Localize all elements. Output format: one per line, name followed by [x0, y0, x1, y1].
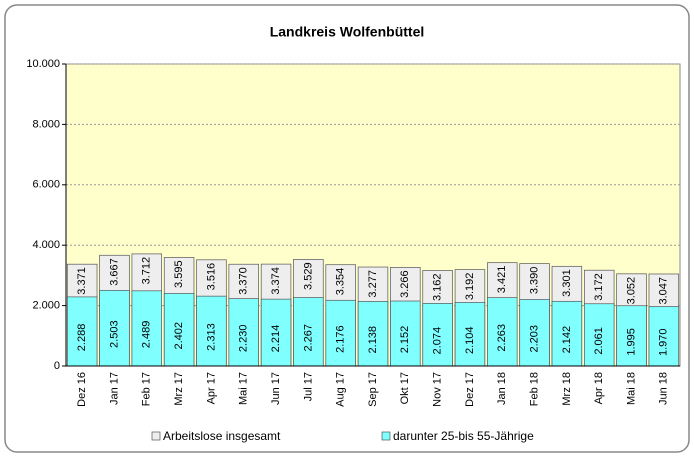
value-label: 2.138: [367, 326, 379, 354]
value-label: 3.192: [464, 273, 476, 301]
value-label: 3.529: [302, 262, 314, 290]
x-tick-label: Feb 18: [528, 372, 540, 406]
value-label: 2.061: [593, 327, 605, 355]
value-label: 2.152: [399, 326, 411, 354]
value-label: 2.489: [141, 321, 153, 349]
value-label: 3.162: [432, 274, 444, 302]
bar: [551, 300, 583, 367]
x-tick-label: Jul 17: [302, 372, 314, 401]
value-label: 3.370: [238, 267, 250, 295]
bar: [390, 300, 421, 367]
value-label: 3.266: [399, 270, 411, 298]
x-tick-label: Aug 17: [335, 372, 347, 407]
value-label: 2.288: [76, 324, 88, 352]
y-tick-label: 2.000: [32, 300, 60, 312]
x-tick-label: Dez 17: [464, 372, 476, 407]
bar: [228, 298, 259, 367]
x-tick-label: Jun 17: [270, 372, 282, 405]
x-tick-label: Apr 17: [205, 372, 217, 404]
value-label: 3.374: [270, 267, 282, 295]
value-label: 3.371: [76, 267, 88, 295]
legend-label: Arbeitslose insgesamt: [163, 429, 281, 443]
y-tick-label: 6.000: [32, 179, 60, 191]
y-tick-label: 10.000: [26, 58, 60, 70]
value-label: 3.421: [496, 266, 508, 294]
x-tick-label: Dez 16: [76, 372, 88, 407]
value-label: 3.301: [561, 269, 573, 297]
x-tick-label: Sep 17: [367, 372, 379, 407]
value-label: 2.267: [302, 324, 314, 352]
bar: [196, 295, 227, 367]
x-tick-label: Mrz 17: [173, 372, 185, 406]
x-tick-label: Feb 17: [141, 372, 153, 406]
bar: [487, 297, 518, 367]
x-tick-label: Mrz 18: [561, 372, 573, 406]
y-tick-label: 8.000: [32, 118, 60, 130]
value-label: 3.354: [335, 268, 347, 296]
bar: [454, 302, 486, 367]
value-label: 2.074: [432, 327, 444, 355]
bar: [519, 299, 550, 367]
bar: [583, 303, 615, 367]
chart-title: Landkreis Wolfenbüttel: [270, 24, 425, 40]
bar: [260, 298, 292, 367]
bar: [422, 303, 453, 367]
legend-swatch: [381, 431, 391, 441]
value-label: 2.230: [238, 325, 250, 353]
value-label: 2.313: [205, 323, 217, 351]
value-label: 3.047: [658, 277, 670, 305]
x-tick-label: Jan 18: [496, 372, 508, 405]
value-label: 3.712: [141, 257, 153, 285]
y-tick-label: 4.000: [32, 239, 60, 251]
value-label: 2.214: [270, 325, 282, 353]
value-label: 2.402: [173, 322, 185, 350]
value-label: 2.503: [108, 320, 120, 348]
x-tick-label: Apr 18: [593, 372, 605, 404]
x-tick-label: Jan 17: [108, 372, 120, 405]
value-label: 2.142: [561, 326, 573, 354]
value-label: 3.516: [205, 263, 217, 291]
value-label: 2.263: [496, 324, 508, 352]
value-label: 2.176: [335, 325, 347, 353]
bar: [357, 301, 389, 367]
legend-swatch: [151, 431, 161, 441]
value-label: 3.667: [108, 258, 120, 286]
value-label: 3.052: [625, 277, 637, 305]
value-label: 3.595: [173, 260, 185, 288]
value-label: 2.203: [528, 325, 540, 353]
x-tick-label: Nov 17: [432, 372, 444, 407]
value-label: 3.390: [528, 267, 540, 295]
value-label: 3.277: [367, 270, 379, 298]
x-tick-label: Mai 17: [238, 372, 250, 405]
value-label: 2.104: [464, 326, 476, 354]
value-label: 1.995: [625, 328, 637, 356]
value-label: 3.172: [593, 273, 605, 301]
x-tick-label: Okt 17: [399, 372, 411, 404]
bar: [293, 297, 324, 367]
x-tick-label: Mai 18: [625, 372, 637, 405]
legend-label: darunter 25-bis 55-Jährige: [393, 429, 534, 443]
bar: [325, 299, 356, 367]
y-tick-label: 0: [54, 360, 60, 372]
bar: [131, 290, 163, 367]
bar: [163, 293, 195, 367]
x-tick-label: Jun 18: [658, 372, 670, 405]
value-label: 1.970: [658, 328, 670, 356]
